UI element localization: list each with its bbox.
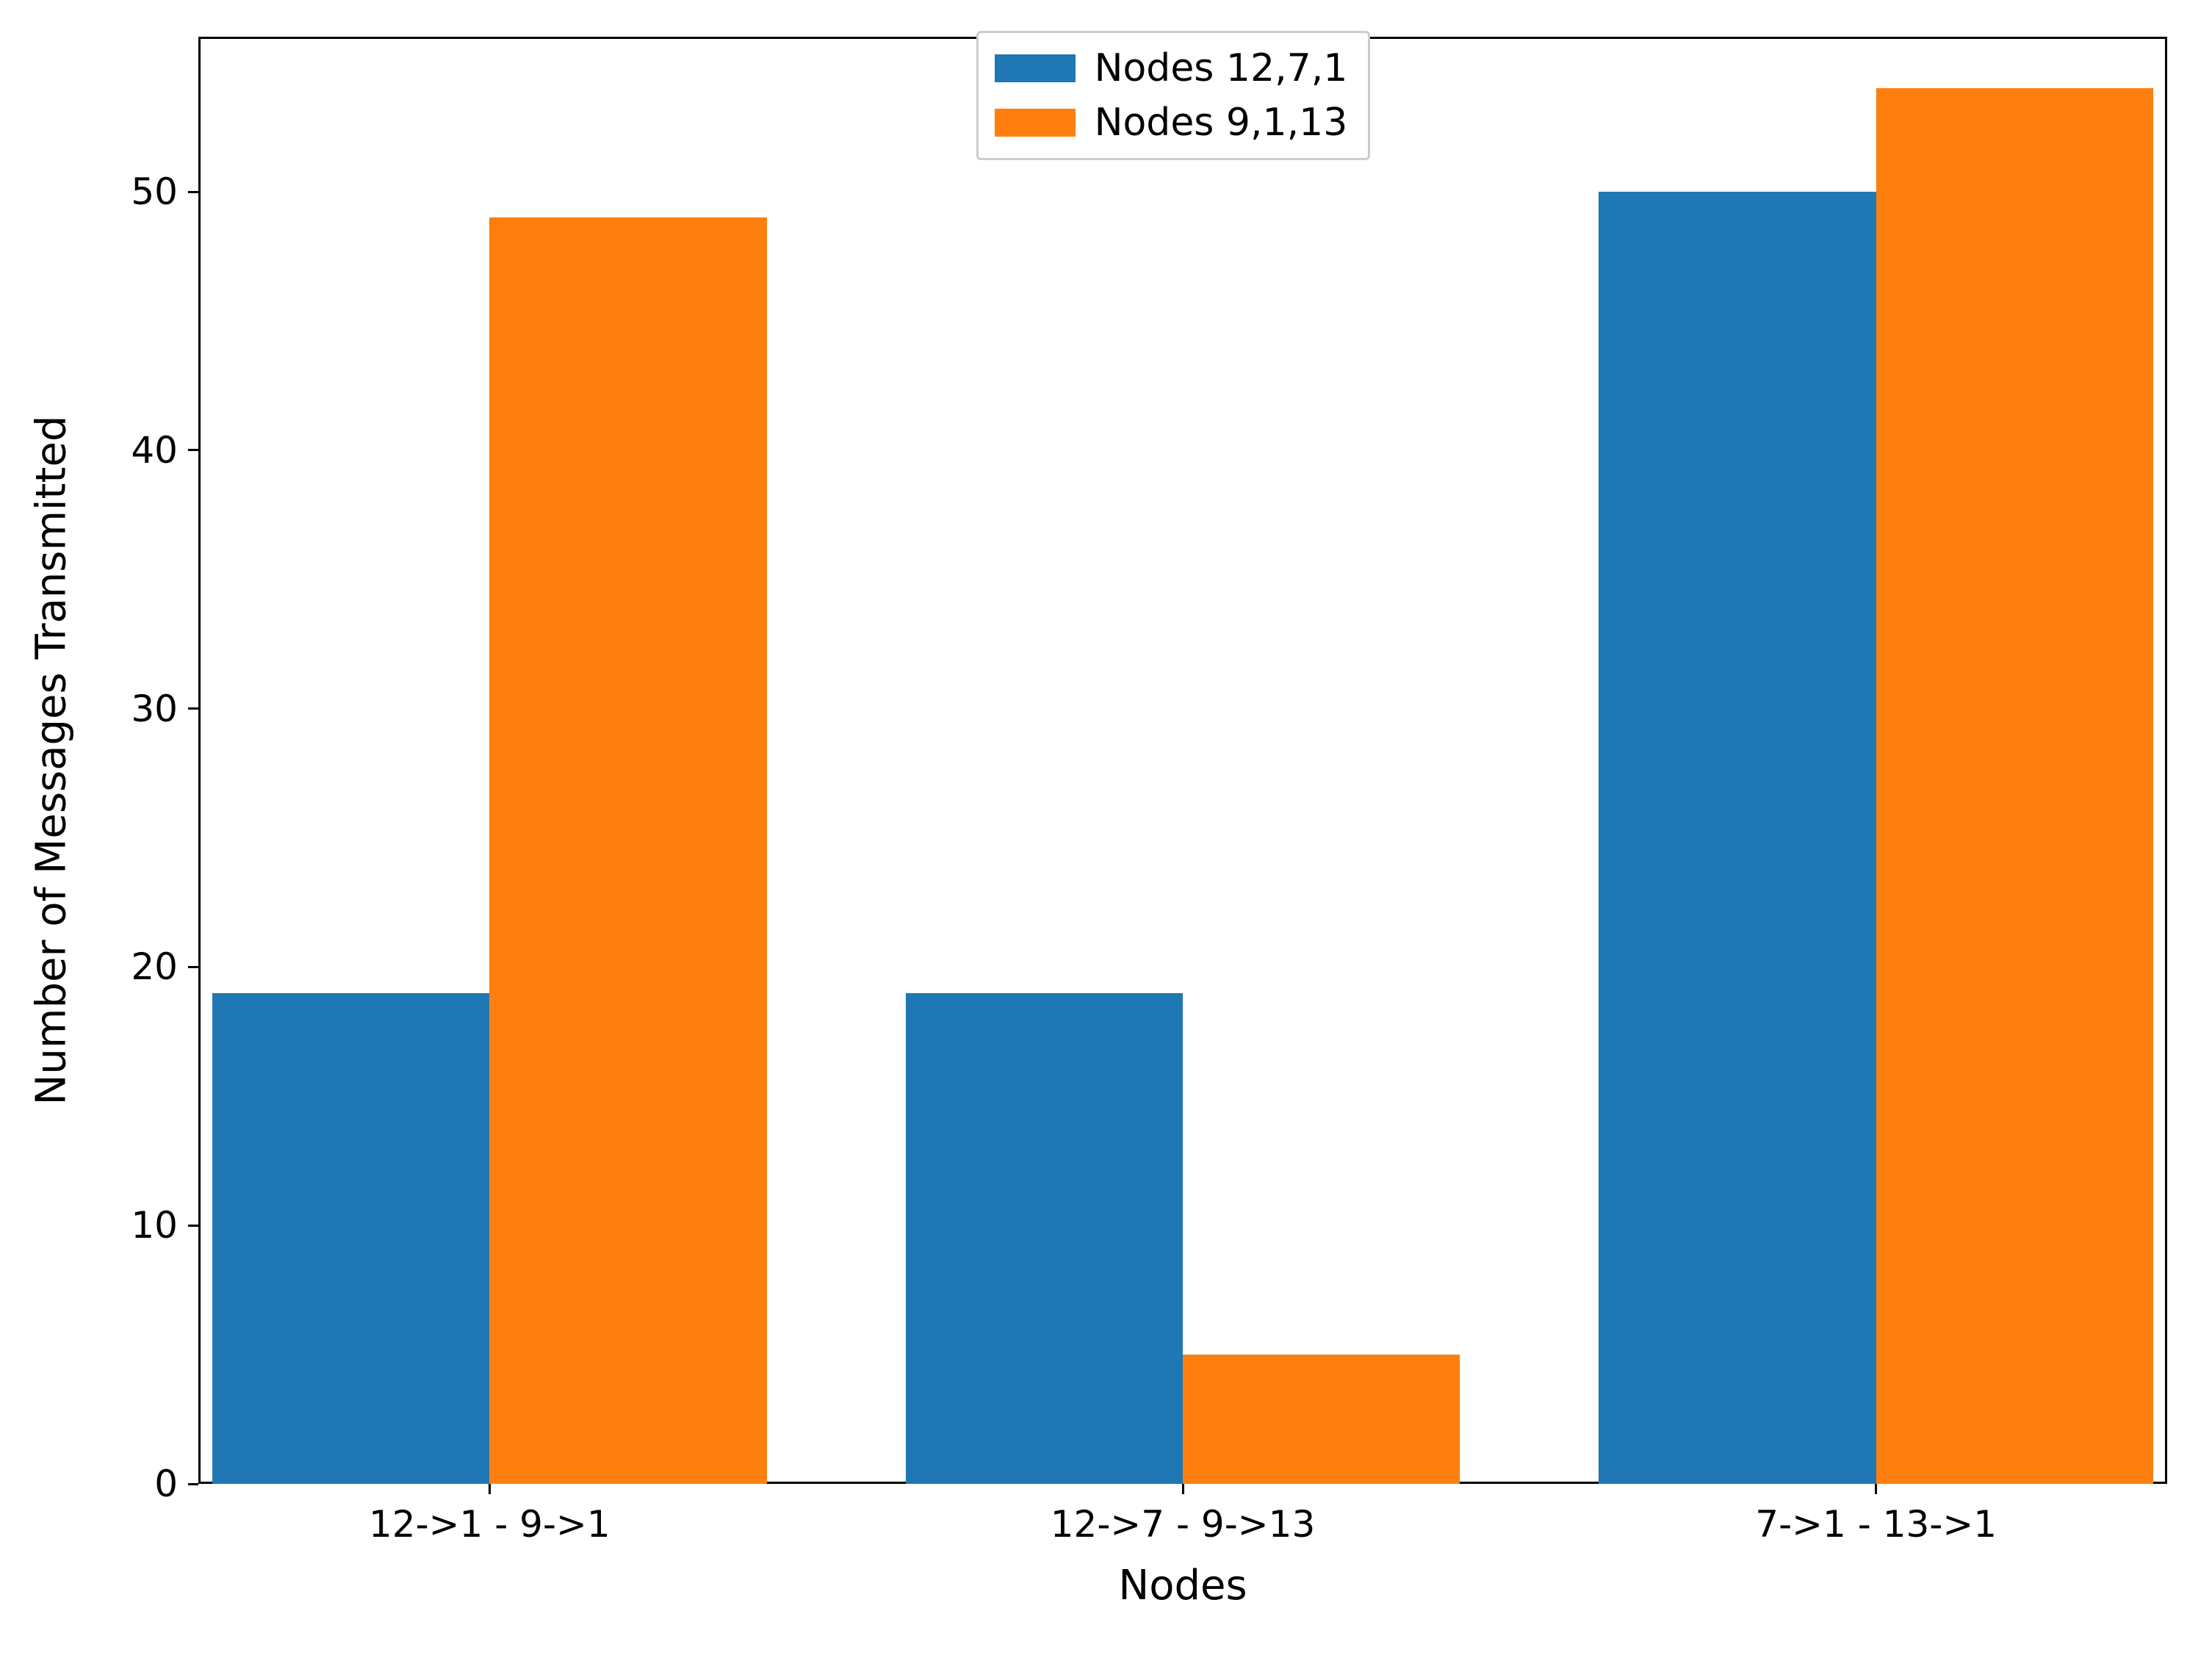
legend-swatch xyxy=(995,109,1076,137)
xtick-label: 12->7 - 9->13 xyxy=(1051,1503,1316,1546)
y-axis-label: Number of Messages Transmitted xyxy=(28,416,76,1106)
legend-entry: Nodes 12,7,1 xyxy=(995,46,1348,90)
ytick-mark xyxy=(188,1483,198,1485)
bar-series0-cat1 xyxy=(906,993,1183,1484)
x-axis-label: Nodes xyxy=(1118,1562,1247,1609)
ytick-label: 20 xyxy=(131,945,178,988)
legend-label: Nodes 9,1,13 xyxy=(1095,101,1348,145)
xtick-label: 12->1 - 9->1 xyxy=(369,1503,610,1546)
xtick-mark xyxy=(1875,1484,1877,1494)
legend: Nodes 12,7,1 Nodes 9,1,13 xyxy=(976,31,1371,160)
ytick-mark xyxy=(188,191,198,193)
bar-chart: 0 10 20 30 40 50 12->1 - 9->1 12->7 - 9->13 7->1… xyxy=(0,0,2212,1680)
ytick-mark xyxy=(188,707,198,710)
ytick-label: 40 xyxy=(131,429,178,472)
xtick-mark xyxy=(1182,1484,1184,1494)
bars-layer xyxy=(198,37,2167,1484)
legend-swatch xyxy=(995,54,1076,82)
legend-entry: Nodes 9,1,13 xyxy=(995,101,1348,145)
ytick-mark xyxy=(188,449,198,451)
bar-series1-cat0 xyxy=(489,217,766,1484)
xtick-label: 7->1 - 13->1 xyxy=(1755,1503,1997,1546)
bar-series1-cat1 xyxy=(1183,1355,1460,1484)
ytick-label: 30 xyxy=(131,688,178,730)
plot-area xyxy=(198,37,2167,1484)
xtick-mark xyxy=(489,1484,491,1494)
bar-series0-cat0 xyxy=(212,993,489,1484)
bar-series1-cat2 xyxy=(1876,88,2153,1484)
ytick-mark xyxy=(188,966,198,968)
legend-label: Nodes 12,7,1 xyxy=(1095,46,1348,90)
ytick-label: 10 xyxy=(131,1204,178,1247)
ytick-label: 50 xyxy=(131,170,178,213)
ytick-mark xyxy=(188,1225,198,1227)
bar-series0-cat2 xyxy=(1599,192,1876,1484)
ytick-label: 0 xyxy=(154,1463,178,1505)
